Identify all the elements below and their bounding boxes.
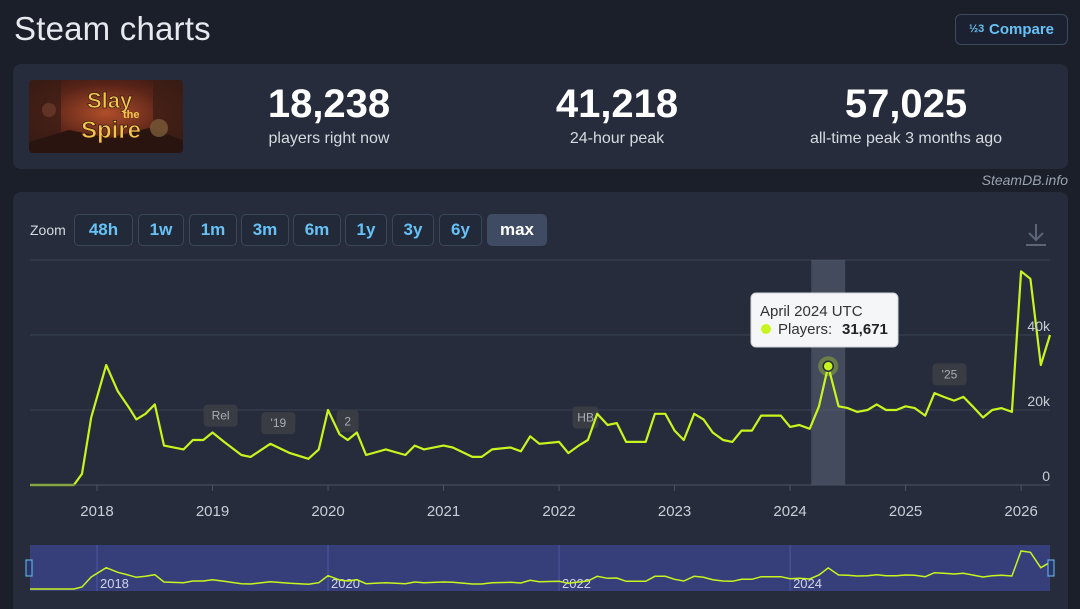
navigator-series-line (30, 550, 1051, 590)
download-icon[interactable] (1024, 222, 1048, 248)
svg-text:Spire: Spire (81, 117, 141, 144)
x-tick-label: 2019 (196, 503, 229, 520)
stats-panel: Slay the Spire 18,238 players right now … (13, 64, 1068, 169)
annotation-badge (336, 410, 359, 433)
compare-icon: ½3 (968, 23, 985, 35)
x-tick-label: 2018 (80, 503, 113, 520)
zoom-1m-button[interactable]: 1m (189, 214, 237, 246)
game-logo[interactable]: Slay the Spire (29, 80, 183, 153)
navigator-tick-label: 2018 (100, 576, 129, 591)
zoom-1y-button[interactable]: 1y (345, 214, 387, 246)
annotation-badge (572, 406, 599, 429)
zoom-label: Zoom (30, 222, 66, 238)
navigator-handle-right[interactable] (1047, 559, 1055, 577)
peak-24h-label: 24-hour peak (569, 130, 665, 147)
zoom-3y-button[interactable]: 3y (392, 214, 434, 246)
tooltip-box (750, 292, 899, 348)
annotation-label: 2 (344, 414, 351, 428)
current-players-value: 18,238 (267, 82, 391, 126)
zoom-3m-button[interactable]: 3m (241, 214, 289, 246)
svg-text:Slay: Slay (87, 88, 133, 113)
zoom-6m-button[interactable]: 6m (293, 214, 341, 246)
tooltip-title: April 2024 UTC (760, 303, 863, 320)
annotation-label: HB (577, 411, 594, 425)
annotation-badge (932, 363, 967, 386)
annotation-label: '19 (271, 416, 287, 430)
tooltip-value: 31,671 (842, 321, 888, 338)
all-time-peak-label: all-time peak 3 months ago (809, 130, 1003, 147)
current-players-label: players right now (268, 130, 390, 147)
chart-panel (13, 192, 1068, 609)
steamdb-watermark[interactable]: SteamDB.info (981, 172, 1068, 188)
y-tick-label: 40k (1027, 318, 1051, 334)
tooltip-series-dot (761, 324, 771, 334)
navigator-tick-label: 2022 (562, 576, 591, 591)
zoom-1w-button[interactable]: 1w (138, 214, 184, 246)
navigator-handle-left[interactable] (25, 559, 33, 577)
tooltip-series-label: Players: (778, 321, 832, 338)
annotation-badge (261, 412, 296, 435)
x-tick-label: 2021 (427, 503, 460, 520)
zoom-6y-button[interactable]: 6y (439, 214, 482, 246)
annotation-label: Rel (212, 409, 230, 423)
x-tick-label: 2024 (773, 503, 806, 520)
annotation-badge (203, 404, 238, 427)
compare-label: Compare (988, 21, 1055, 38)
annotation-label: '25 (942, 367, 958, 381)
y-tick-label: 20k (1027, 393, 1051, 409)
y-tick-label: 0 (1042, 468, 1050, 484)
chart-tooltip: April 2024 UTC Players: 31,671 (750, 292, 899, 348)
x-tick-label: 2020 (311, 503, 344, 520)
x-tick-label: 2026 (1004, 503, 1037, 520)
navigator-background (30, 545, 1050, 591)
stat-current-players: 18,238 players right now (229, 80, 429, 150)
highlight-point (822, 360, 834, 372)
all-time-peak-value: 57,025 (844, 82, 968, 126)
page-title: Steam charts (14, 10, 211, 47)
zoom-max-button[interactable]: max (487, 214, 547, 246)
stat-all-time-peak: 57,025 all-time peak 3 months ago (781, 80, 1031, 150)
compare-button[interactable]: ½3 Compare (955, 14, 1068, 45)
x-tick-label: 2023 (658, 503, 691, 520)
navigator-tick-label: 2024 (793, 576, 822, 591)
svg-text:the: the (123, 109, 140, 121)
peak-24h-value: 41,218 (555, 82, 679, 126)
x-tick-label: 2022 (542, 503, 575, 520)
stat-24h-peak: 41,218 24-hour peak (517, 80, 717, 150)
x-tick-label: 2025 (889, 503, 922, 520)
zoom-48h-button[interactable]: 48h (74, 214, 133, 246)
player-series-line (30, 270, 1052, 487)
